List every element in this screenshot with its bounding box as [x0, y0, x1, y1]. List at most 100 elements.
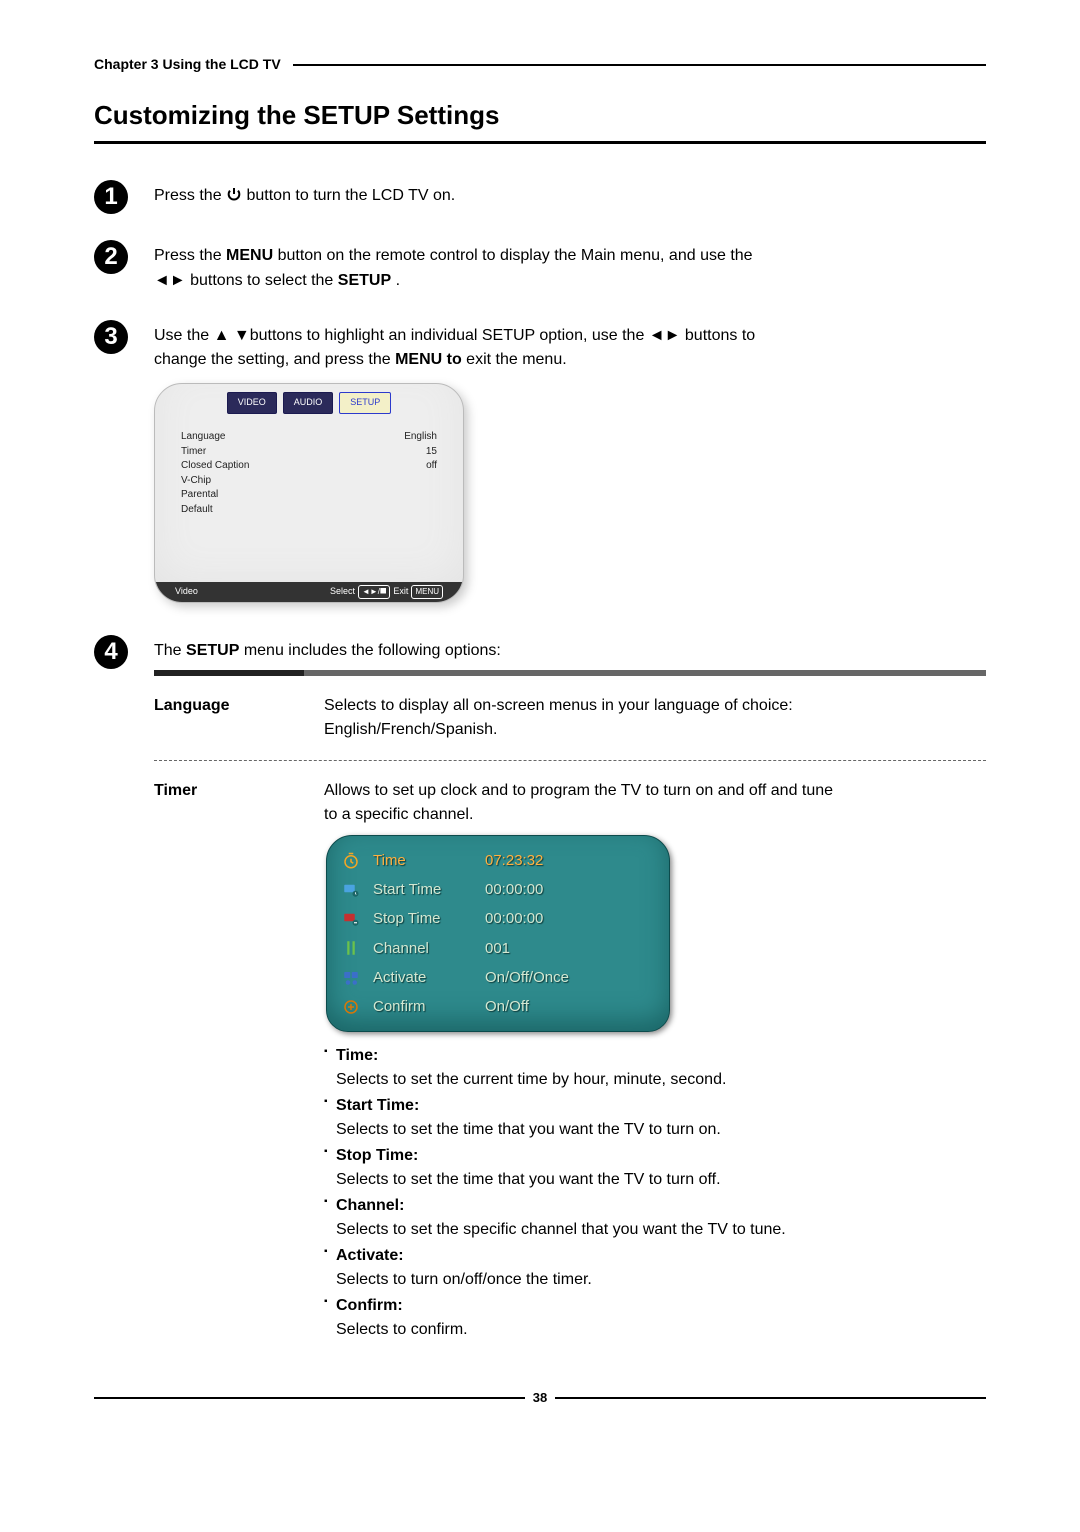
step1-post: button to turn the LCD TV on.: [246, 187, 455, 204]
step-3: 3 Use the ▲ ▼buttons to highlight an ind…: [94, 320, 986, 610]
setup-osd: VIDEO AUDIO SETUP Language English Timer 15…: [154, 383, 464, 603]
timer-bullet-title: Activate:: [336, 1247, 404, 1264]
timer-row[interactable]: Confirm On/Off: [341, 992, 653, 1021]
osd-row[interactable]: V-Chip: [181, 474, 437, 489]
step-badge-3: 3: [94, 320, 128, 354]
timer-bullet-title: Confirm:: [336, 1297, 403, 1314]
timer-row-value: On/Off/Once: [485, 963, 653, 992]
step2-e: .: [396, 272, 400, 289]
chapter-title: Chapter 3 Using the LCD TV: [94, 56, 281, 72]
timer-osd: Time07:23:32Start Time00:00:00Stop Time0…: [326, 835, 670, 1033]
page-title: Customizing the SETUP Settings: [94, 100, 986, 131]
page-number-bar: 38: [94, 1390, 986, 1405]
osd-row-label: Language: [181, 430, 226, 445]
timer-row-icon: [341, 851, 361, 871]
timer-bullet-title: Time:: [336, 1047, 378, 1064]
timer-row-value: 001: [485, 934, 653, 963]
option-language-desc1: Selects to display all on-screen menus i…: [324, 697, 793, 714]
timer-bullet-title: Stop Time:: [336, 1147, 418, 1164]
timer-row-value: 00:00:00: [485, 904, 653, 933]
osd-row[interactable]: Parental: [181, 488, 437, 503]
power-icon: [226, 186, 242, 202]
osd-row-label: Default: [181, 503, 213, 518]
timer-bullet: Time: Selects to set the current time by …: [324, 1044, 986, 1092]
timer-row-icon: [341, 909, 361, 929]
step-badge-4: 4: [94, 635, 128, 669]
timer-row-icon: [341, 968, 361, 988]
timer-bullet: Activate: Selects to turn on/off/once the…: [324, 1244, 986, 1292]
timer-bullet-title: Channel:: [336, 1197, 404, 1214]
timer-row[interactable]: Activate On/Off/Once: [341, 963, 653, 992]
osd-tab-setup[interactable]: SETUP: [339, 392, 391, 414]
osd-tab-video[interactable]: VIDEO: [227, 392, 277, 414]
timer-row-label: Start Time: [373, 875, 473, 904]
step2-a: Press the: [154, 247, 226, 264]
timer-row-icon: [341, 938, 361, 958]
step-2: 2 Press the MENU button on the remote co…: [94, 240, 986, 294]
step3-a: Use the ▲ ▼buttons to highlight an indiv…: [154, 327, 755, 344]
timer-bullet: Start Time: Selects to set the time that …: [324, 1094, 986, 1142]
timer-row-label: Activate: [373, 963, 473, 992]
step3-menu: MENU to: [395, 351, 466, 368]
timer-bullet-text: Selects to set the time that you want th…: [336, 1168, 986, 1192]
step3-c: exit the menu.: [466, 351, 567, 368]
step2-setup: SETUP: [338, 272, 391, 289]
osd-row-label: Closed Caption: [181, 459, 249, 474]
title-rule: [94, 141, 986, 144]
timer-bullet-text: Selects to confirm.: [336, 1318, 986, 1342]
timer-row[interactable]: Stop Time 00:00:00: [341, 904, 653, 933]
step-badge-2: 2: [94, 240, 128, 274]
timer-row-value: 07:23:32: [485, 846, 653, 875]
osd-row[interactable]: Language English: [181, 430, 437, 445]
timer-row[interactable]: Time 07:23:32: [341, 846, 653, 875]
option-timer: Timer Allows to set up clock and to prog…: [154, 761, 986, 1363]
step4-a: The: [154, 642, 186, 659]
osd-row[interactable]: Default: [181, 503, 437, 518]
osd-row-label: Timer: [181, 445, 206, 460]
timer-bullet-title: Start Time:: [336, 1097, 419, 1114]
timer-row-label: Time: [373, 846, 473, 875]
timer-row-icon: [341, 997, 361, 1017]
osd-footer-hint: Select ◄►/⯀ Exit MENU: [330, 585, 443, 599]
header-rule: [293, 64, 986, 66]
osd-row-label: V-Chip: [181, 474, 211, 489]
step2-c: button on the remote control to display …: [278, 247, 753, 264]
osd-row-label: Parental: [181, 488, 218, 503]
step4-c: menu includes the following options:: [244, 642, 501, 659]
osd-footer-left: Video: [175, 585, 198, 599]
option-language-desc2: English/French/Spanish.: [324, 721, 497, 738]
osd-row-value: 15: [426, 445, 437, 460]
step-1: 1 Press the button to turn the LCD TV on…: [94, 180, 986, 214]
timer-row-label: Channel: [373, 934, 473, 963]
timer-bullet: Confirm: Selects to confirm.: [324, 1294, 986, 1342]
step4-setup: SETUP: [186, 642, 239, 659]
step3-b: change the setting, and press the: [154, 351, 395, 368]
timer-row-icon: [341, 880, 361, 900]
timer-row-label: Confirm: [373, 992, 473, 1021]
osd-row[interactable]: Closed Captionoff: [181, 459, 437, 474]
chapter-header: Chapter 3 Using the LCD TV: [94, 56, 986, 72]
option-language: Language Selects to display all on-scree…: [154, 676, 986, 761]
step-4: 4 The SETUP menu includes the following …: [94, 635, 986, 1362]
timer-row-label: Stop Time: [373, 904, 473, 933]
option-timer-label: Timer: [154, 779, 324, 1345]
timer-bullet-text: Selects to set the specific channel that…: [336, 1218, 986, 1242]
option-timer-desc2: to a specific channel.: [324, 806, 473, 823]
timer-bullet-text: Selects to set the time that you want th…: [336, 1118, 986, 1142]
step1-pre: Press the: [154, 187, 226, 204]
timer-row[interactable]: Channel 001: [341, 934, 653, 963]
timer-bullet-text: Selects to set the current time by hour,…: [336, 1068, 986, 1092]
timer-bullets: Time: Selects to set the current time by …: [324, 1044, 986, 1342]
osd-row[interactable]: Timer 15: [181, 445, 437, 460]
step2-d: ◄► buttons to select the: [154, 272, 338, 289]
timer-row[interactable]: Start Time00:00:00: [341, 875, 653, 904]
option-timer-desc1: Allows to set up clock and to program th…: [324, 782, 833, 799]
timer-bullet: Channel: Selects to set the specific chan…: [324, 1194, 986, 1242]
osd-tab-audio[interactable]: AUDIO: [283, 392, 334, 414]
timer-row-value: On/Off: [485, 992, 653, 1021]
step2-menu: MENU: [226, 247, 273, 264]
osd-row-value: English: [404, 430, 437, 445]
option-table-bar: [154, 670, 986, 676]
timer-bullet-text: Selects to turn on/off/once the timer.: [336, 1268, 986, 1292]
option-language-label: Language: [154, 694, 324, 742]
